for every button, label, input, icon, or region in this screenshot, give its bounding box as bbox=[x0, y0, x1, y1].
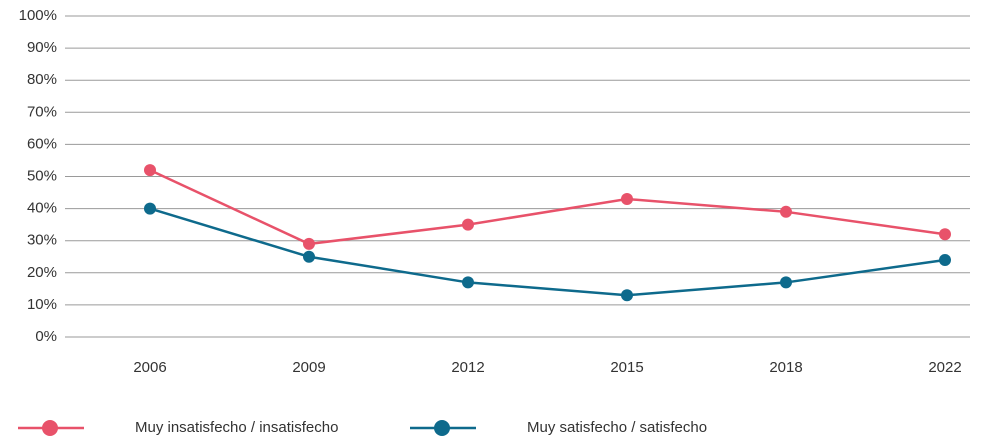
data-point bbox=[621, 289, 633, 302]
y-tick-label: 30% bbox=[27, 232, 57, 249]
data-point bbox=[303, 250, 315, 263]
data-point bbox=[780, 276, 792, 289]
y-tick-label: 60% bbox=[27, 135, 57, 152]
x-tick-label: 2009 bbox=[292, 359, 325, 376]
y-tick-label: 70% bbox=[27, 103, 57, 120]
data-point bbox=[144, 164, 156, 177]
y-tick-label: 0% bbox=[35, 328, 57, 345]
data-point bbox=[621, 192, 633, 205]
data-point bbox=[780, 205, 792, 218]
y-tick-label: 90% bbox=[27, 39, 57, 56]
data-point bbox=[939, 253, 951, 266]
y-tick-label: 80% bbox=[27, 71, 57, 88]
y-tick-label: 100% bbox=[19, 7, 57, 24]
series-line bbox=[149, 207, 946, 297]
legend-marker bbox=[434, 420, 450, 436]
data-point bbox=[462, 276, 474, 289]
data-point bbox=[144, 202, 156, 215]
x-tick-label: 2018 bbox=[769, 359, 802, 376]
legend-label: Muy satisfecho / satisfecho bbox=[527, 419, 707, 436]
data-point bbox=[939, 228, 951, 241]
x-tick-label: 2012 bbox=[451, 359, 484, 376]
y-tick-label: 10% bbox=[27, 296, 57, 313]
legend-label: Muy insatisfecho / insatisfecho bbox=[135, 419, 338, 436]
data-point bbox=[462, 218, 474, 231]
legend-marker bbox=[42, 420, 58, 436]
x-tick-label: 2006 bbox=[133, 359, 166, 376]
x-tick-label: 2015 bbox=[610, 359, 643, 376]
y-tick-label: 50% bbox=[27, 167, 57, 184]
y-tick-label: 40% bbox=[27, 200, 57, 217]
y-tick-label: 20% bbox=[27, 264, 57, 281]
x-tick-label: 2022 bbox=[928, 359, 961, 376]
series-line bbox=[149, 168, 946, 246]
data-point bbox=[303, 237, 315, 250]
